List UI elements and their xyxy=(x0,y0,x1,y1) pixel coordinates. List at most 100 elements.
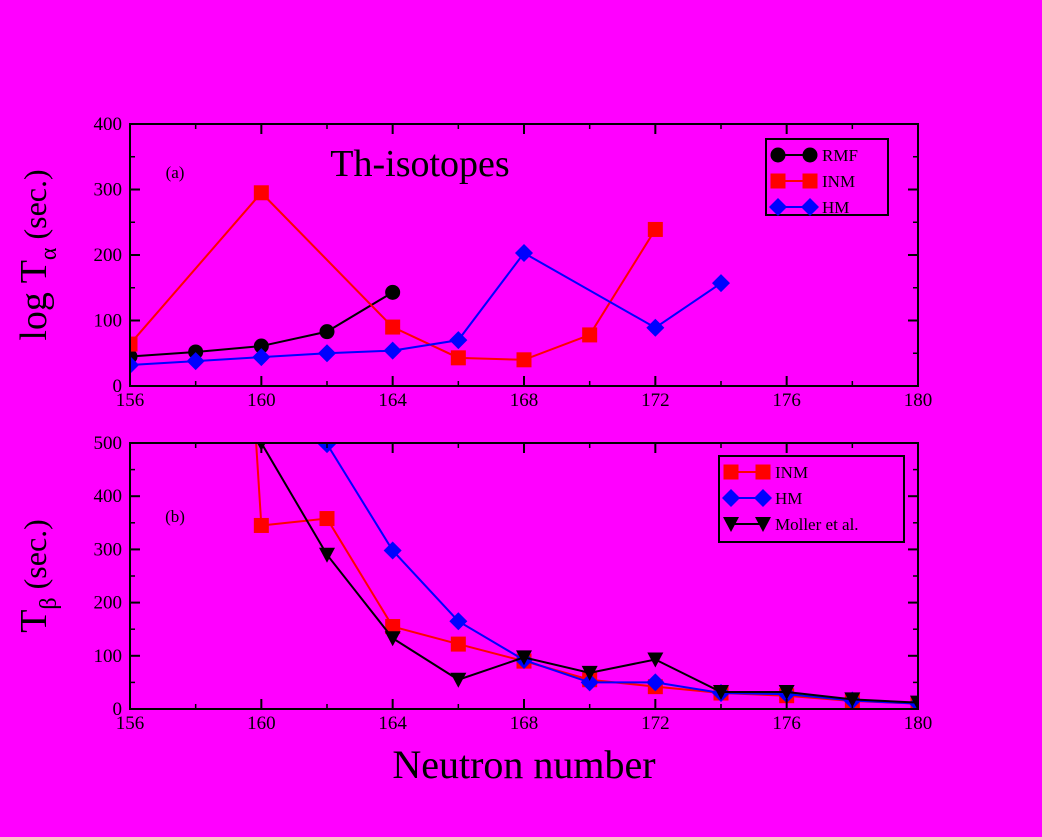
x-tick-label: 176 xyxy=(772,390,801,411)
data-point xyxy=(647,221,663,237)
legend-marker xyxy=(754,489,772,507)
y-tick-label: 0 xyxy=(113,699,123,720)
series-hm xyxy=(130,244,730,375)
data-point xyxy=(385,619,401,635)
legend-item: INM xyxy=(723,463,808,482)
data-point xyxy=(580,673,599,692)
y-axis-label-sub: α xyxy=(36,247,62,260)
legend: INM HM Moller et al. xyxy=(718,455,905,543)
legend-label: HM xyxy=(822,198,849,217)
data-point xyxy=(384,631,401,647)
y-tick-label: 200 xyxy=(94,593,123,614)
y-tick-label: 100 xyxy=(94,646,123,667)
series-line xyxy=(255,443,918,705)
data-point xyxy=(581,665,598,681)
legend-label: INM xyxy=(822,172,855,191)
legend-item: INM xyxy=(770,172,855,191)
y-tick-label: 300 xyxy=(94,180,123,201)
legend-marker xyxy=(770,147,786,163)
legend-label: RMF xyxy=(822,146,858,165)
x-tick-label: 160 xyxy=(247,713,276,734)
data-point xyxy=(253,517,269,533)
data-point xyxy=(188,90,204,105)
data-point xyxy=(383,341,402,360)
x-tick-label: 168 xyxy=(510,390,539,411)
x-tick-label: 176 xyxy=(772,713,801,734)
data-point xyxy=(844,692,861,708)
data-point xyxy=(712,274,730,293)
data-point xyxy=(188,344,204,360)
legend-box xyxy=(765,138,889,216)
data-point xyxy=(713,684,729,700)
legend-marker xyxy=(755,464,771,480)
data-point xyxy=(515,244,533,263)
y-axis-label-main: T xyxy=(13,610,55,633)
legend-marker xyxy=(770,173,786,189)
legend-item: RMF xyxy=(770,146,858,165)
data-point xyxy=(647,652,664,668)
data-point xyxy=(385,319,401,335)
x-tick-label: 164 xyxy=(378,713,407,734)
data-point xyxy=(383,541,402,560)
x-tick-label: 168 xyxy=(510,713,539,734)
y-tick-label: 200 xyxy=(94,245,123,266)
legend-marker xyxy=(755,517,771,532)
y-axis-label: Tβ (sec.) xyxy=(13,519,62,633)
legend-marker xyxy=(723,517,739,532)
data-point xyxy=(130,336,138,352)
data-point xyxy=(910,695,918,709)
x-tick-label: 156 xyxy=(116,713,145,734)
legend: RMF INM HM xyxy=(765,138,889,217)
data-point xyxy=(646,318,665,337)
panel-label: (a) xyxy=(166,163,185,182)
data-point xyxy=(130,356,139,375)
legend-item: HM xyxy=(722,489,802,508)
series-inm xyxy=(130,185,663,368)
series-hm xyxy=(318,443,918,709)
data-point xyxy=(516,352,532,368)
data-point xyxy=(778,684,795,700)
y-axis-label-unit: (sec.) xyxy=(17,169,53,239)
legend-marker xyxy=(722,489,740,507)
data-point xyxy=(319,511,335,527)
y-axis-label: log Tα (sec.) xyxy=(13,169,62,340)
y-tick-label: 100 xyxy=(94,311,123,332)
data-point xyxy=(450,636,466,652)
data-point xyxy=(449,612,468,631)
data-point xyxy=(186,352,205,371)
y-tick-label: 400 xyxy=(94,114,123,135)
x-tick-label: 172 xyxy=(641,713,670,734)
data-point xyxy=(646,673,665,692)
panel-label: (b) xyxy=(165,507,185,526)
data-point xyxy=(319,547,335,563)
x-tick-label: 172 xyxy=(641,390,670,411)
y-axis-label-unit: (sec.) xyxy=(17,519,53,589)
series-line xyxy=(260,443,918,704)
data-point xyxy=(318,443,336,454)
data-point xyxy=(318,344,336,363)
legend-marker xyxy=(802,173,818,189)
data-point xyxy=(450,350,466,366)
data-point xyxy=(582,327,598,343)
data-point xyxy=(385,284,401,300)
legend-marker xyxy=(769,198,787,216)
x-tick-label: 164 xyxy=(378,390,407,411)
y-axis-label-sub: β xyxy=(36,597,62,609)
legend-item: Moller et al. xyxy=(723,515,859,534)
x-axis-label: Neutron number xyxy=(392,742,655,787)
legend-label: HM xyxy=(775,489,802,508)
data-point xyxy=(449,331,468,350)
y-axis-label-main: log T xyxy=(13,260,55,341)
x-tick-label: 156 xyxy=(116,390,145,411)
panel-b: 156 160 164 168 172 176 180 0 100 200 300 400 500 (b)… xyxy=(13,90,932,787)
legend-marker xyxy=(802,147,818,163)
series-rmf xyxy=(130,284,401,365)
panel-a: 156 160 164 168 172 176 180 0 100 200 300 400 (a) Th-… xyxy=(13,114,932,411)
data-point xyxy=(253,338,269,354)
series-line xyxy=(130,251,722,367)
data-point xyxy=(516,650,532,666)
data-point xyxy=(252,348,271,367)
y-tick-label: 400 xyxy=(94,486,123,507)
legend-item: HM xyxy=(769,198,849,217)
y-tick-label: 300 xyxy=(94,539,123,560)
